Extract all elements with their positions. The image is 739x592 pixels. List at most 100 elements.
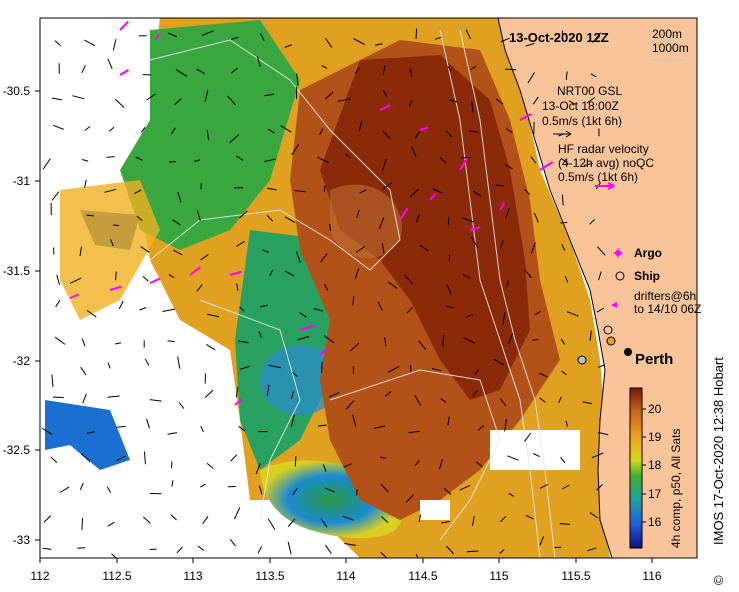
radar-label-2: (4-12h avg) noQC xyxy=(558,156,654,170)
y-tick-label: -31 xyxy=(13,174,31,188)
gsl-arrow xyxy=(324,335,335,344)
gsl-arrow xyxy=(539,484,548,489)
gsl-arrow xyxy=(324,544,332,554)
gsl-arrow xyxy=(472,389,478,398)
gsl-arrow xyxy=(568,100,576,105)
gsl-arrow xyxy=(229,538,236,547)
x-tick-label: 112 xyxy=(30,569,49,583)
gsl-arrow xyxy=(419,244,429,252)
gsl-arrow xyxy=(590,73,597,78)
colorbar-tick-label: 20 xyxy=(648,402,662,416)
x-tick-label: 115.5 xyxy=(561,569,590,583)
gsl-arrow xyxy=(410,146,417,157)
gsl-label-1: NRT00 GSL xyxy=(557,84,622,98)
gsl-arrow xyxy=(177,356,181,369)
gsl-arrow xyxy=(324,91,334,100)
gsl-arrow xyxy=(104,188,117,193)
gsl-arrow xyxy=(532,453,540,458)
gsl-arrow xyxy=(414,459,421,467)
colorbar-tick-label: 17 xyxy=(648,487,662,501)
gsl-arrow xyxy=(256,55,261,67)
gsl-arrow xyxy=(115,342,122,345)
gsl-arrow xyxy=(560,456,566,464)
gsl-arrow xyxy=(292,372,298,377)
radar-arrow xyxy=(109,285,122,291)
gsl-arrow xyxy=(409,188,420,198)
gsl-arrow xyxy=(79,482,84,491)
y-tick-label: -33 xyxy=(13,533,31,547)
gsl-arrow xyxy=(136,215,143,222)
gsl-arrow xyxy=(238,340,249,344)
radar-arrow xyxy=(119,69,130,76)
land-mask xyxy=(498,18,697,558)
gsl-arrow xyxy=(321,64,328,69)
credit-text: IMOS 17-Oct-2020 12:38 Hobart xyxy=(711,357,726,545)
gsl-arrow xyxy=(405,494,414,503)
gsl-arrow xyxy=(284,270,295,277)
gsl-arrow xyxy=(196,284,203,292)
radar-velocity-arrows xyxy=(69,20,554,406)
y-axis-ticks xyxy=(35,90,40,541)
gsl-arrow xyxy=(373,425,385,429)
gsl-arrow xyxy=(352,414,357,428)
colorbar-tick-label: 18 xyxy=(648,458,662,472)
gsl-scale-label: 0.5m/s (1kt 6h) xyxy=(542,114,622,128)
gsl-arrow xyxy=(591,452,604,459)
gsl-arrow xyxy=(387,281,398,289)
gsl-arrow xyxy=(493,358,505,366)
ship-label: Ship xyxy=(634,269,660,283)
gsl-arrow xyxy=(495,98,504,105)
gsl-arrow xyxy=(505,128,513,133)
gsl-arrow xyxy=(525,514,534,520)
gsl-arrow xyxy=(235,386,239,398)
perth-marker xyxy=(624,348,632,356)
gsl-arrow xyxy=(318,424,327,427)
gsl-arrow xyxy=(500,240,504,248)
gsl-arrow xyxy=(475,461,483,468)
gsl-arrow xyxy=(598,364,605,368)
gsl-arrow xyxy=(377,301,383,311)
gsl-arrow xyxy=(196,210,201,221)
gsl-arrow xyxy=(508,333,513,345)
gsl-arrow xyxy=(349,342,360,352)
gsl-arrow xyxy=(234,507,241,520)
gsl-arrow xyxy=(284,44,292,48)
gsl-arrow xyxy=(532,339,539,341)
gsl-arrow xyxy=(84,126,91,131)
gsl-arrow xyxy=(172,219,181,226)
gsl-arrow xyxy=(352,296,355,306)
gsl-arrow xyxy=(107,58,113,70)
y-tick-label: -30.5 xyxy=(3,84,31,98)
gsl-arrow xyxy=(290,391,294,399)
gsl-arrow xyxy=(106,486,112,493)
gsl-arrow xyxy=(206,462,214,469)
gsl-arrow xyxy=(143,451,146,465)
gsl-arrow xyxy=(296,73,299,86)
gsl-arrow xyxy=(539,536,545,546)
gsl-arrow xyxy=(445,130,453,138)
gsl-arrow xyxy=(415,28,418,40)
ship-marker xyxy=(603,325,613,335)
copyright-symbol: © xyxy=(711,575,726,585)
gsl-arrow xyxy=(202,516,209,524)
gsl-arrow xyxy=(86,214,94,217)
gsl-arrow xyxy=(51,97,62,101)
gsl-arrow xyxy=(43,515,52,523)
gsl-arrow xyxy=(431,368,442,372)
gsl-arrow xyxy=(342,515,354,521)
gsl-arrow xyxy=(291,143,300,156)
y-tick-label: -31.5 xyxy=(3,264,31,278)
gsl-arrow xyxy=(533,212,539,223)
gsl-arrow xyxy=(267,128,275,134)
colorbar-caption: 4h comp, p50, All Sats xyxy=(669,429,683,548)
colorbar-tick-label: 19 xyxy=(648,430,662,444)
gsl-arrow xyxy=(80,366,87,376)
radar-scale-label: 0.5m/s (1kt 6h) xyxy=(558,170,638,184)
gsl-arrow xyxy=(112,224,120,226)
gsl-arrow xyxy=(227,95,236,106)
gsl-arrow xyxy=(465,29,471,40)
gsl-arrow xyxy=(508,492,515,497)
gsl-arrow xyxy=(507,455,519,461)
radar-arrow xyxy=(319,347,328,356)
